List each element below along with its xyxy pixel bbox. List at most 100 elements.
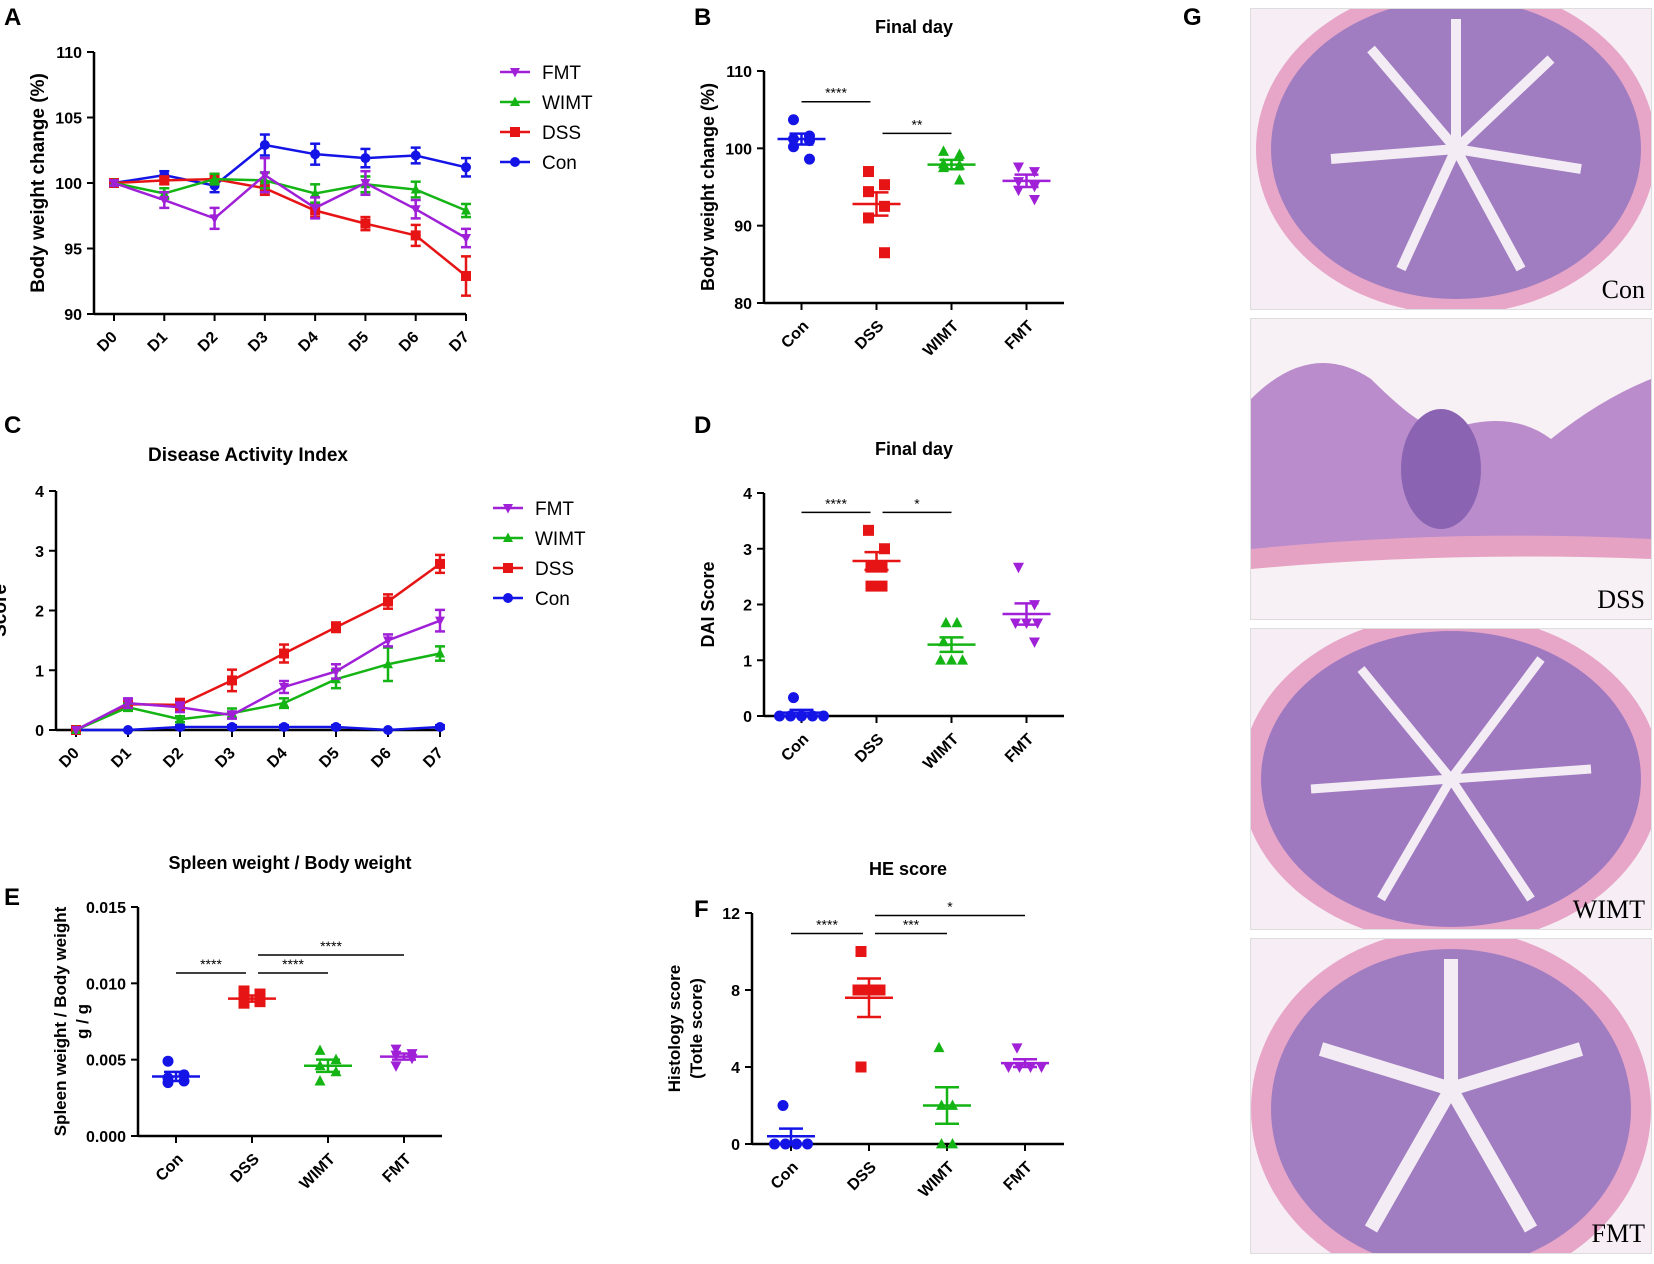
chart-b-point-fmt [1029, 194, 1040, 206]
chart-f-x-tick-label: DSS [845, 1159, 881, 1195]
chart-b-y-tick-label: 110 [726, 64, 752, 81]
histology-image-wimt [1251, 629, 1651, 929]
chart-b-point-dss [863, 212, 874, 224]
chart-a-legend-marker [510, 68, 520, 78]
chart-a-point-fmt [209, 214, 220, 224]
chart-b-point-wimt [938, 145, 949, 156]
chart-c-series-line-con [76, 725, 441, 732]
chart-d-y-tick-label: 3 [743, 542, 752, 559]
chart-e-y-label-2: g / g [73, 1004, 92, 1039]
chart-b-point-dss [879, 247, 890, 259]
histology-label-con: Con [1601, 275, 1645, 304]
chart-a-y-tick-label: 105 [55, 111, 82, 128]
chart-a-point-con [461, 162, 471, 173]
chart-e-sig-label: **** [282, 956, 304, 972]
chart-d-x-tick-label: DSS [852, 731, 888, 767]
chart-f-point-wimt [947, 1137, 958, 1149]
chart-c-point-dss [383, 596, 393, 607]
chart-c-point-fmt [175, 703, 185, 713]
chart-a-point-con [410, 150, 421, 161]
chart-e-point-dss [238, 985, 250, 997]
chart-c-point-con [123, 725, 133, 735]
chart-c-point-con [279, 722, 289, 733]
chart-b-title: Final day [875, 17, 953, 37]
chart-f-point-dss [852, 984, 864, 996]
chart-c-y-tick-label: 0 [35, 723, 44, 740]
chart-d-sig-label: * [914, 495, 920, 511]
histology-photo-wimt: WIMT [1250, 628, 1652, 930]
chart-c-point-fmt [383, 636, 393, 646]
chart-a-point-wimt [209, 173, 220, 184]
chart-c-legend-label: FMT [535, 499, 574, 520]
chart-a-legend-marker [510, 96, 520, 106]
histology-image-con [1251, 9, 1651, 309]
chart-e-point-wimt [314, 1074, 326, 1086]
chart-a-legend-label: Con [542, 153, 577, 174]
histology-image-fmt [1251, 939, 1651, 1253]
chart-b-point-wimt [954, 148, 965, 159]
chart-d-point-dss [865, 580, 877, 592]
chart-e-sig-label: **** [200, 956, 222, 972]
chart-a-point-con [259, 140, 270, 151]
chart-d-point-dss [879, 543, 890, 555]
chart-b-point-fmt [1013, 162, 1024, 173]
chart-a-series-line-fmt [113, 173, 467, 240]
chart-c-point-dss [227, 675, 237, 686]
chart-f-sig-label: *** [903, 917, 920, 933]
chart-c-point-fmt [279, 682, 289, 693]
chart-c-legend-label: DSS [535, 559, 574, 580]
chart-c-point-fmt [227, 711, 237, 721]
chart-a-point-con [360, 153, 371, 164]
chart-f-point-con [802, 1138, 813, 1150]
chart-d-point-dss [876, 580, 888, 592]
chart-f-point-wimt [936, 1137, 947, 1149]
chart-e-sig-label: **** [320, 938, 342, 954]
chart-b-point-dss [879, 200, 890, 212]
chart-c-x-tick-label: D5 [316, 745, 343, 772]
chart-f-y-tick-label: 4 [731, 1060, 740, 1077]
chart-f-y-tick-label: 8 [731, 983, 740, 1000]
chart-a-x-tick-label: D0 [94, 329, 121, 356]
chart-e-point-wimt [314, 1044, 326, 1055]
chart-b-x-tick-label: DSS [852, 318, 888, 354]
chart-c-point-con [331, 722, 341, 733]
chart-d-point-fmt [1013, 562, 1024, 574]
chart-c-point-con [383, 725, 393, 735]
chart-b-x-tick-label: WIMT [920, 318, 962, 360]
chart-c-point-con [175, 722, 185, 733]
panel-letter-e: E [4, 884, 21, 911]
chart-d-y-tick-label: 2 [743, 598, 752, 615]
chart-a-x-tick-label: D7 [446, 329, 473, 356]
chart-e-y-tick-label: 0.010 [86, 976, 126, 993]
chart-c-point-wimt [383, 658, 393, 669]
chart-a-point-fmt [360, 179, 371, 189]
chart-a-point-wimt [461, 205, 471, 215]
chart-b-point-con [788, 114, 799, 126]
chart-a-x-tick-label: D3 [245, 329, 272, 356]
chart-c-point-dss [331, 622, 341, 633]
chart-c-y-tick-label: 3 [35, 544, 44, 561]
histology-image-dss [1251, 319, 1651, 619]
panel-letter-a: A [4, 4, 22, 31]
chart-c-y-tick-label: 2 [35, 604, 44, 621]
chart-f-point-dss [855, 946, 867, 957]
chart-d-point-dss [865, 561, 877, 573]
chart-d-y-tick-label: 4 [743, 486, 752, 503]
chart-a-point-dss [159, 175, 170, 186]
chart-d-point-fmt [1029, 600, 1040, 611]
chart-c-legend-label: Con [535, 589, 570, 610]
chart-d-point-con [788, 692, 799, 704]
chart-b-sig-label: ** [912, 116, 923, 132]
chart-f-point-fmt [1003, 1062, 1014, 1074]
chart-a-series-line-con [113, 143, 467, 187]
chart-a-point-fmt [410, 205, 421, 215]
chart-a-legend-label: WIMT [542, 93, 593, 114]
chart-f-y-label: Histology score [665, 965, 684, 1093]
chart-d-point-wimt [951, 616, 963, 628]
chart-a-point-fmt [310, 203, 321, 214]
chart-f-y-label-2: (Totle score) [687, 978, 706, 1079]
chart-c-point-con [435, 722, 445, 733]
chart-a-point-fmt [259, 171, 270, 181]
chart-e-point-dss [238, 997, 250, 1009]
chart-a-legend-marker [510, 127, 520, 137]
